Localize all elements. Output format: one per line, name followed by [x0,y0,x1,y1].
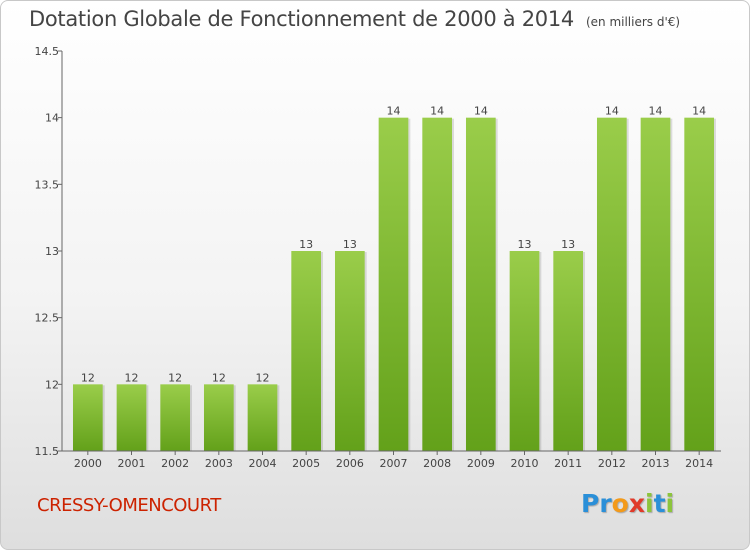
bars-group: 12 12 12 12 12 13 13 14 14 14 13 13 14 14 14 [72,105,717,452]
logo-letter: i [645,489,654,518]
data-label: 14 [692,105,706,118]
y-tick-label: 14.5 [35,45,60,58]
bar [160,384,191,451]
x-tick-label: 2007 [380,457,408,470]
bar [291,251,322,451]
x-tick-label: 2009 [467,457,495,470]
x-tick-label: 2006 [336,457,364,470]
x-tick-label: 2000 [74,457,102,470]
bar [596,117,627,452]
chart-title: Dotation Globale de Fonctionnement de 20… [29,7,680,31]
data-label: 14 [387,105,401,118]
logo-letter: o [611,489,629,518]
bar [465,117,496,452]
data-label: 14 [649,105,663,118]
bar [422,117,453,452]
data-label: 13 [299,238,313,251]
logo-letter: r [599,489,612,518]
bar [684,117,715,452]
bar [640,117,671,452]
logo-letter: t [653,489,666,518]
bar [247,384,278,451]
bar [378,117,409,452]
data-label: 13 [343,238,357,251]
x-tick-label: 2010 [511,457,539,470]
bar [334,251,365,451]
bar [72,384,103,451]
x-tick-label: 2005 [292,457,320,470]
x-tick-label: 2014 [685,457,713,470]
chart-subtitle: (en milliers d'€) [585,15,681,29]
commune-name: CRESSY-OMENCOURT [37,495,221,516]
y-tick-label: 14 [45,112,59,125]
y-tick-label: 12 [45,378,59,391]
bar [509,251,540,451]
bar [553,251,584,451]
data-label: 14 [430,105,444,118]
y-tick-label: 11.5 [35,445,60,458]
logo-letter: P [581,489,600,518]
x-tick-label: 2001 [118,457,146,470]
data-label: 14 [474,105,488,118]
y-tick-label: 13 [45,245,59,258]
data-label: 12 [212,371,226,384]
bar [203,384,234,451]
x-tick-label: 2003 [205,457,233,470]
bar [116,384,147,451]
chart-title-text: Dotation Globale de Fonctionnement de 20… [29,7,574,31]
x-tick-label: 2004 [249,457,277,470]
x-tick-label: 2008 [423,457,451,470]
x-tick-label: 2012 [598,457,626,470]
data-label: 13 [518,238,532,251]
logo-letter: i [665,489,675,518]
proxiti-logo: Proxiti [581,489,674,518]
axes-group: 2000 2001 2002 2003 2004 2005 2006 2007 2008 2009… [35,45,721,470]
data-label: 12 [168,371,182,384]
logo-letter: x [628,489,645,518]
data-label: 14 [605,105,619,118]
data-label: 12 [256,371,270,384]
x-tick-label: 2013 [642,457,670,470]
data-label: 12 [125,371,139,384]
x-tick-label: 2002 [161,457,189,470]
data-label: 13 [561,238,575,251]
y-tick-label: 13.5 [35,178,60,191]
x-tick-label: 2011 [554,457,582,470]
y-tick-label: 12.5 [35,312,60,325]
data-label: 12 [81,371,95,384]
